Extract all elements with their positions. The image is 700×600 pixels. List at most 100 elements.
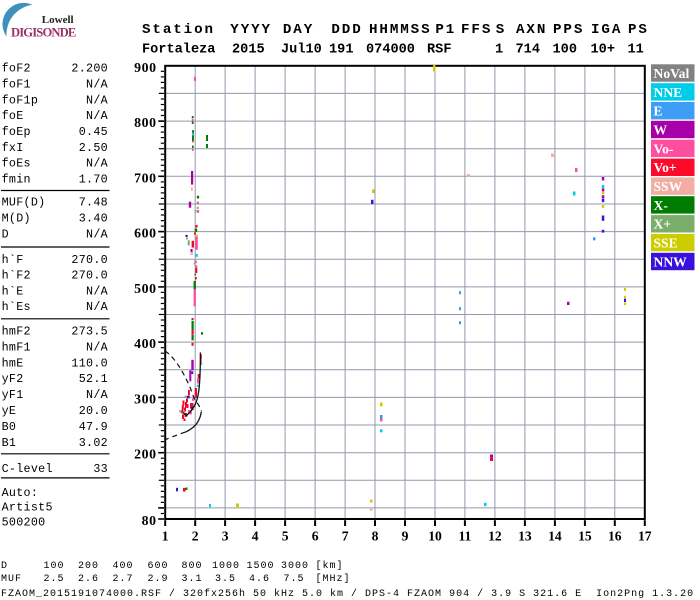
svg-text:W: W <box>654 122 668 137</box>
svg-text:7.48: 7.48 <box>79 196 108 210</box>
svg-text:52.1: 52.1 <box>79 372 108 386</box>
svg-text:hmF2: hmF2 <box>2 325 31 339</box>
svg-text:NNW: NNW <box>654 254 688 269</box>
svg-text:500200: 500200 <box>2 516 46 530</box>
svg-text:200: 200 <box>78 561 99 572</box>
svg-text:1: 1 <box>162 528 169 543</box>
svg-text:FZAOM_2015191074000.RSF / 320f: FZAOM_2015191074000.RSF / 320fx256h 50 k… <box>1 588 694 600</box>
svg-text:3: 3 <box>222 528 229 543</box>
svg-text:7.5: 7.5 <box>284 574 305 585</box>
svg-text:SSW: SSW <box>654 179 683 194</box>
svg-text:8: 8 <box>372 528 379 543</box>
svg-text:17: 17 <box>638 528 652 543</box>
svg-text:h`Es: h`Es <box>2 300 31 314</box>
svg-text:foF1p: foF1p <box>2 93 39 107</box>
svg-text:foEp: foEp <box>2 125 31 139</box>
svg-text:600: 600 <box>148 561 169 572</box>
svg-text:16: 16 <box>608 528 622 543</box>
svg-text:714: 714 <box>516 42 540 57</box>
svg-text:5: 5 <box>282 528 289 543</box>
svg-text:D: D <box>2 227 9 241</box>
svg-text:2: 2 <box>192 528 199 543</box>
svg-text:h`F2: h`F2 <box>2 269 31 283</box>
svg-text:Fortaleza: Fortaleza <box>142 42 215 57</box>
svg-text:Jul10: Jul10 <box>281 42 322 57</box>
svg-text:Artist5: Artist5 <box>2 501 53 515</box>
svg-text:1: 1 <box>495 42 503 57</box>
svg-text:400: 400 <box>134 336 157 351</box>
svg-text:hmF1: hmF1 <box>2 340 31 354</box>
svg-text:X-: X- <box>654 198 669 213</box>
svg-text:DDD: DDD <box>331 22 362 38</box>
svg-text:DAY: DAY <box>283 22 314 38</box>
svg-text:Vo+: Vo+ <box>654 160 677 175</box>
svg-text:80: 80 <box>142 513 157 528</box>
svg-text:700: 700 <box>134 170 157 185</box>
svg-text:N/A: N/A <box>86 340 109 354</box>
svg-text:191: 191 <box>329 42 353 57</box>
svg-text:400: 400 <box>113 561 134 572</box>
svg-text:13: 13 <box>518 528 532 543</box>
svg-text:yF2: yF2 <box>2 372 24 386</box>
svg-text:Auto:: Auto: <box>2 486 39 500</box>
svg-text:Lowell: Lowell <box>42 14 74 26</box>
svg-text:7: 7 <box>342 528 349 543</box>
svg-text:1000: 1000 <box>212 561 240 572</box>
svg-text:270.0: 270.0 <box>71 269 108 283</box>
svg-text:foF2: foF2 <box>2 62 31 76</box>
svg-text:N/A: N/A <box>86 109 109 123</box>
svg-text:NNE: NNE <box>654 85 683 100</box>
svg-text:6: 6 <box>312 528 319 543</box>
svg-text:AXN: AXN <box>516 22 547 38</box>
svg-text:MUF: MUF <box>1 574 22 585</box>
svg-text:9: 9 <box>402 528 409 543</box>
svg-text:800: 800 <box>134 115 157 130</box>
svg-text:foE: foE <box>2 109 24 123</box>
svg-text:273.5: 273.5 <box>71 325 108 339</box>
svg-text:2.9: 2.9 <box>148 574 169 585</box>
svg-text:2.6: 2.6 <box>78 574 99 585</box>
svg-text:S: S <box>496 22 506 38</box>
svg-text:D: D <box>1 561 8 572</box>
svg-text:10+: 10+ <box>591 42 615 57</box>
svg-text:N/A: N/A <box>86 284 109 298</box>
svg-text:NoVal: NoVal <box>654 66 690 81</box>
svg-text:1.70: 1.70 <box>79 173 108 187</box>
svg-text:h`E: h`E <box>2 284 24 298</box>
svg-text:IGA: IGA <box>591 22 622 38</box>
svg-text:MUF(D): MUF(D) <box>2 196 46 210</box>
svg-text:1500: 1500 <box>247 561 275 572</box>
svg-text:SSE: SSE <box>654 236 678 251</box>
svg-text:E: E <box>654 104 663 119</box>
svg-text:P1: P1 <box>435 22 456 38</box>
svg-text:DIGISONDE: DIGISONDE <box>11 25 76 39</box>
svg-text:X+: X+ <box>654 217 672 232</box>
svg-text:N/A: N/A <box>86 77 109 91</box>
svg-text:N/A: N/A <box>86 227 109 241</box>
svg-text:yE: yE <box>2 404 17 418</box>
svg-text:2.50: 2.50 <box>79 141 108 155</box>
svg-text:12: 12 <box>488 528 502 543</box>
svg-text:hmE: hmE <box>2 356 24 370</box>
svg-text:33: 33 <box>93 462 108 476</box>
svg-text:C-level: C-level <box>2 462 53 476</box>
svg-text:200: 200 <box>134 447 157 462</box>
svg-text:[km]: [km] <box>316 560 344 572</box>
svg-text:fmin: fmin <box>2 173 31 187</box>
svg-text:PS: PS <box>628 22 649 38</box>
svg-text:14: 14 <box>548 528 562 543</box>
svg-text:11: 11 <box>628 42 644 57</box>
svg-text:4.6: 4.6 <box>249 574 270 585</box>
svg-text:foF1: foF1 <box>2 77 31 91</box>
svg-text:N/A: N/A <box>86 300 109 314</box>
svg-text:h`F: h`F <box>2 253 24 267</box>
svg-text:FFS: FFS <box>461 22 492 38</box>
svg-text:3.40: 3.40 <box>79 212 108 226</box>
svg-text:800: 800 <box>182 561 203 572</box>
svg-text:500: 500 <box>134 281 157 296</box>
svg-text:10: 10 <box>428 528 442 543</box>
svg-text:B0: B0 <box>2 420 17 434</box>
svg-text:RSF: RSF <box>427 42 451 57</box>
svg-text:15: 15 <box>578 528 592 543</box>
svg-text:2.200: 2.200 <box>71 62 108 76</box>
